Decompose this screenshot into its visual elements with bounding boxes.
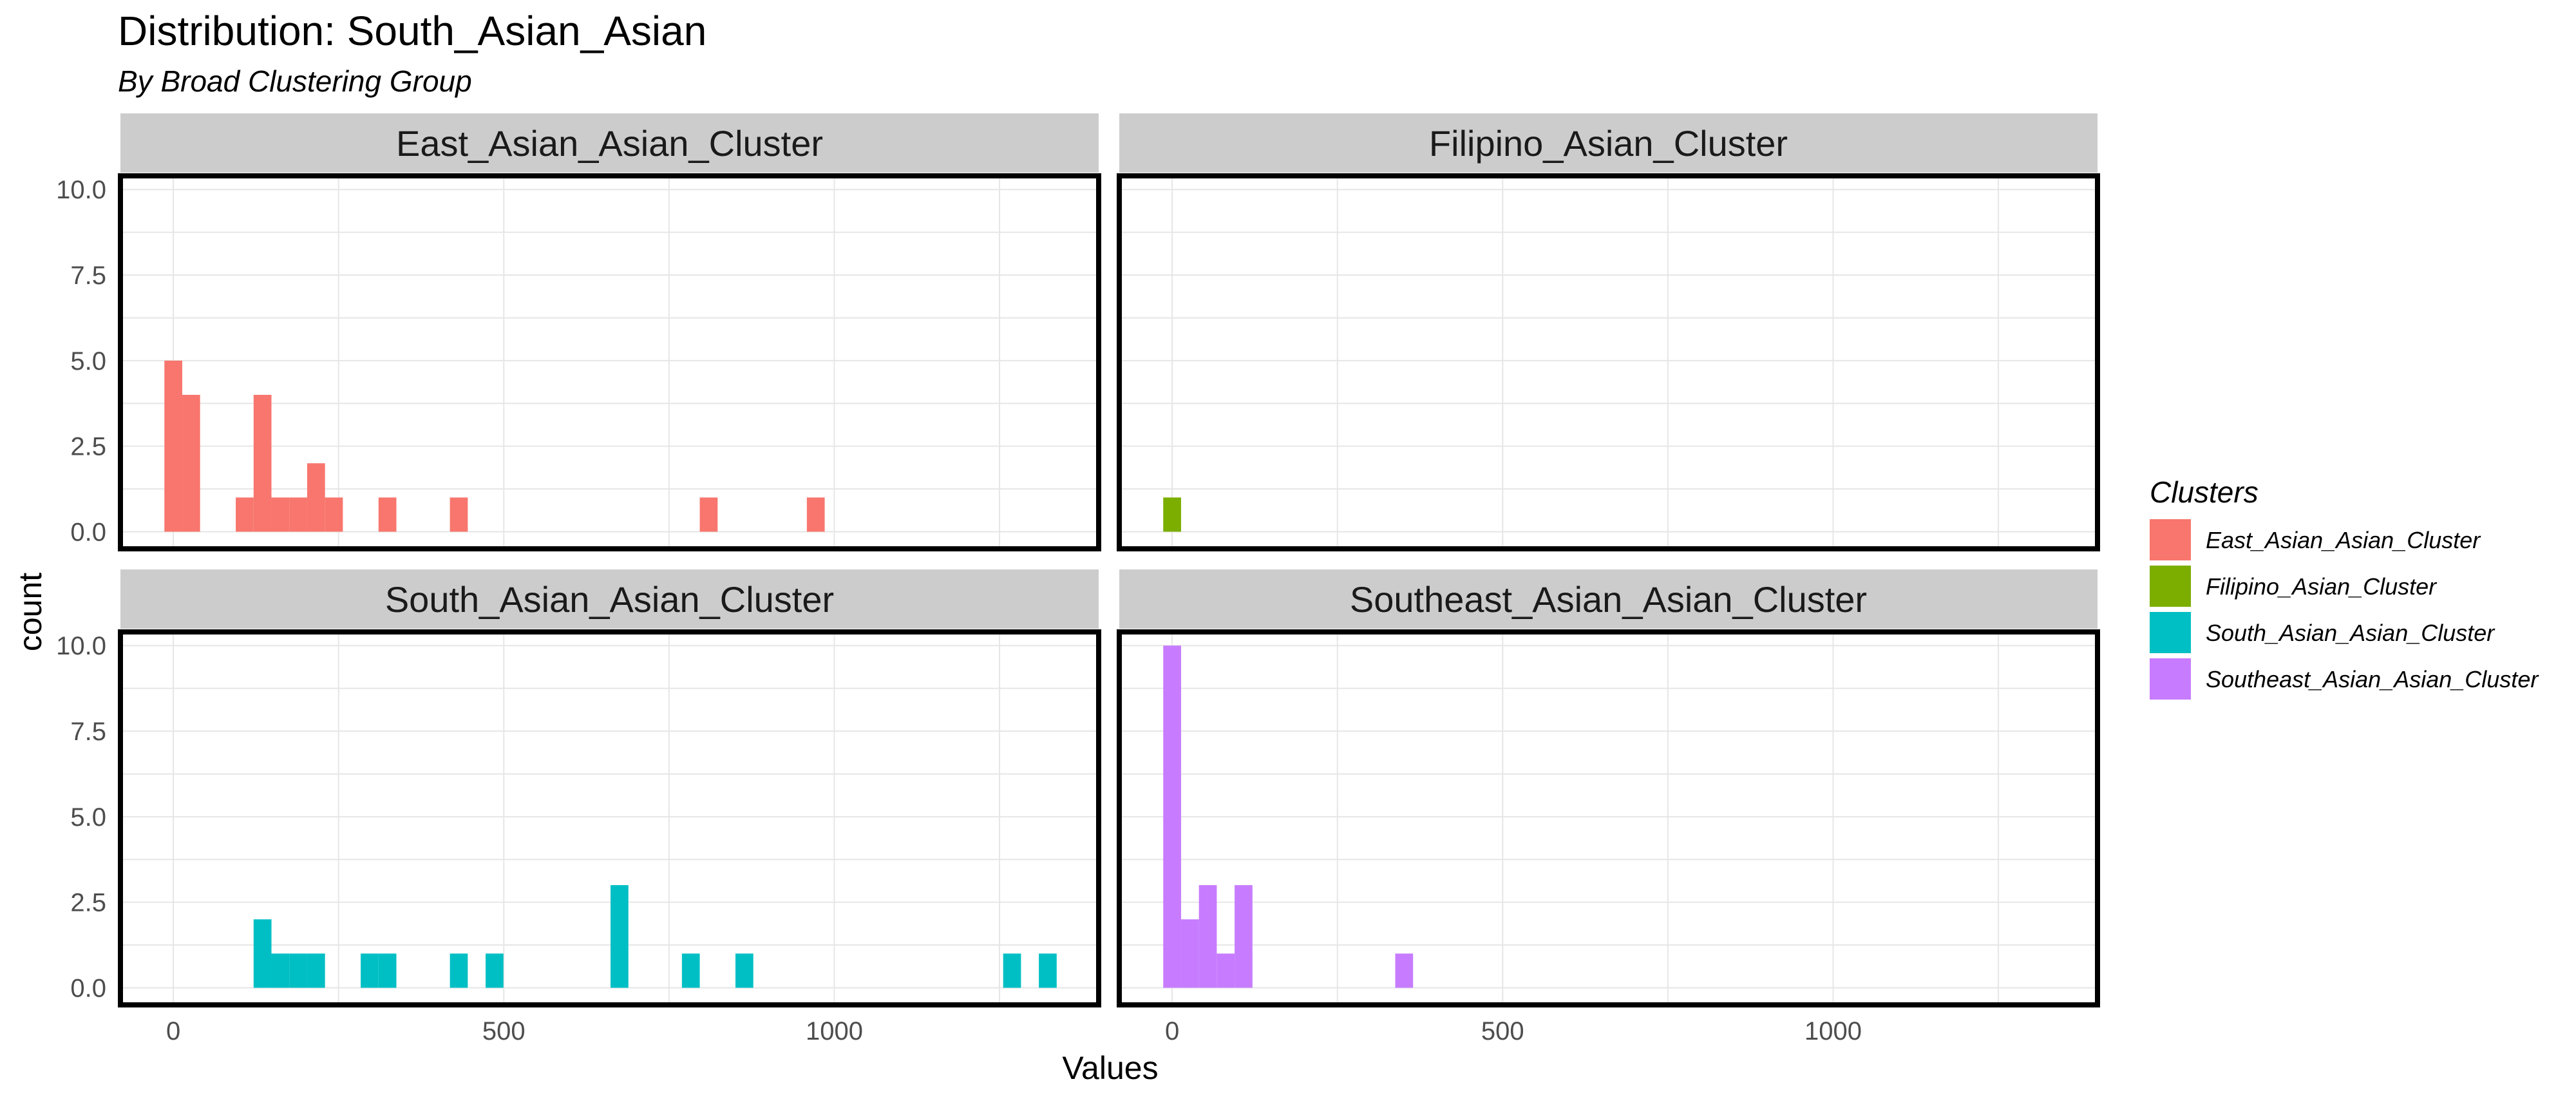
histogram-bar: [182, 394, 200, 532]
histogram-bar: [1180, 919, 1199, 988]
histogram-bar: [681, 953, 700, 988]
facet-strip: [120, 569, 1099, 629]
y-tick-label: 7.5: [70, 718, 106, 746]
x-tick-label: 500: [1481, 1017, 1524, 1045]
x-tick-label: 1000: [1804, 1017, 1862, 1045]
legend-label: Filipino_Asian_Cluster: [2206, 573, 2438, 600]
histogram-bar: [253, 919, 272, 988]
histogram-bar: [253, 394, 272, 532]
panel-border: [1117, 629, 2100, 1007]
legend-swatch: [2150, 658, 2191, 700]
panel-southeast-asian-asian-cluster: Southeast_Asian_Asian_Cluster 0 500 1000: [1117, 569, 2100, 1045]
x-axis-title: Values: [1062, 1050, 1158, 1086]
legend-swatch: [2150, 519, 2191, 560]
y-tick-label: 0.0: [70, 974, 106, 1002]
panel-border: [118, 629, 1101, 1007]
chart-subtitle: By Broad Clustering Group: [118, 64, 472, 98]
facet-strip-label: East_Asian_Asian_Cluster: [396, 123, 823, 164]
histogram-bar: [1395, 953, 1414, 988]
legend-title: Clusters: [2150, 475, 2259, 509]
histogram-bar: [450, 953, 468, 988]
histogram-bar: [1217, 953, 1235, 988]
legend-swatch: [2150, 566, 2191, 607]
histogram-bar: [236, 497, 254, 532]
legend-swatch: [2150, 612, 2191, 653]
panel-filipino-asian-cluster: Filipino_Asian_Cluster: [1117, 113, 2100, 551]
histogram-bar: [378, 497, 397, 532]
histogram-bar: [307, 463, 325, 532]
legend: Clusters East_Asian_Asian_Cluster Filipin…: [2150, 475, 2539, 700]
panel-border: [118, 173, 1101, 551]
legend-item-southeast-asian-asian-cluster: Southeast_Asian_Asian_Cluster: [2150, 658, 2539, 700]
y-tick-label: 5.0: [70, 347, 106, 376]
facet-strip-label: Southeast_Asian_Asian_Cluster: [1350, 579, 1867, 620]
y-tick-label: 0.0: [70, 518, 106, 546]
facet-strip: [1119, 113, 2098, 173]
legend-item-filipino-asian-cluster: Filipino_Asian_Cluster: [2150, 566, 2438, 607]
x-tick-label: 0: [1165, 1017, 1179, 1045]
histogram-bar: [1163, 497, 1181, 532]
facet-strip: [120, 113, 1099, 173]
histogram-bar: [289, 497, 307, 532]
legend-item-east-asian-asian-cluster: East_Asian_Asian_Cluster: [2150, 519, 2481, 560]
facet-panels: East_Asian_Asian_Cluster 0.0 2.5 5.0 7.5 10.0…: [56, 113, 2100, 1045]
legend-label: South_Asian_Asian_Cluster: [2206, 620, 2496, 646]
y-tick-label: 10.0: [56, 176, 106, 204]
legend-item-south-asian-asian-cluster: South_Asian_Asian_Cluster: [2150, 612, 2496, 653]
facet-strip: [1119, 569, 2098, 629]
y-tick-label: 10.0: [56, 632, 106, 660]
histogram-bar: [325, 497, 343, 532]
y-axis-title: count: [12, 573, 48, 651]
histogram-bar: [361, 953, 379, 988]
histogram-bar: [806, 497, 825, 532]
x-tick-label: 0: [166, 1017, 180, 1045]
panel-east-asian-asian-cluster: East_Asian_Asian_Cluster 0.0 2.5 5.0 7.5 10.0: [56, 113, 1101, 551]
histogram-bar: [611, 885, 629, 988]
y-tick-label: 2.5: [70, 433, 106, 461]
legend-label: Southeast_Asian_Asian_Cluster: [2206, 666, 2539, 692]
histogram-bar: [271, 953, 290, 988]
histogram-bar: [307, 953, 325, 988]
histogram-bar: [1163, 645, 1181, 988]
histogram-bar: [1235, 885, 1253, 988]
facet-strip-label: Filipino_Asian_Cluster: [1429, 123, 1788, 164]
histogram-bar: [1039, 953, 1057, 988]
x-tick-label: 1000: [806, 1017, 863, 1045]
histogram-bar: [699, 497, 718, 532]
histogram-bar: [486, 953, 504, 988]
chart-title: Distribution: South_Asian_Asian: [118, 8, 706, 54]
panel-border: [1117, 173, 2100, 551]
histogram-bar: [450, 497, 468, 532]
x-tick-label: 500: [482, 1017, 526, 1045]
histogram-bar: [1198, 885, 1217, 988]
legend-label: East_Asian_Asian_Cluster: [2206, 527, 2481, 553]
facet-strip-label: South_Asian_Asian_Cluster: [385, 579, 834, 620]
y-tick-label: 2.5: [70, 889, 106, 917]
y-tick-label: 5.0: [70, 803, 106, 832]
histogram-bar: [1003, 953, 1021, 988]
histogram-bar: [164, 360, 182, 532]
histogram-bar: [271, 497, 290, 532]
y-tick-label: 7.5: [70, 262, 106, 290]
histogram-bar: [378, 953, 397, 988]
histogram-bar: [735, 953, 753, 988]
panel-south-asian-asian-cluster: South_Asian_Asian_Cluster 0.0 2.5 5.0 7.5 10.…: [56, 569, 1101, 1045]
histogram-bar: [289, 953, 307, 988]
